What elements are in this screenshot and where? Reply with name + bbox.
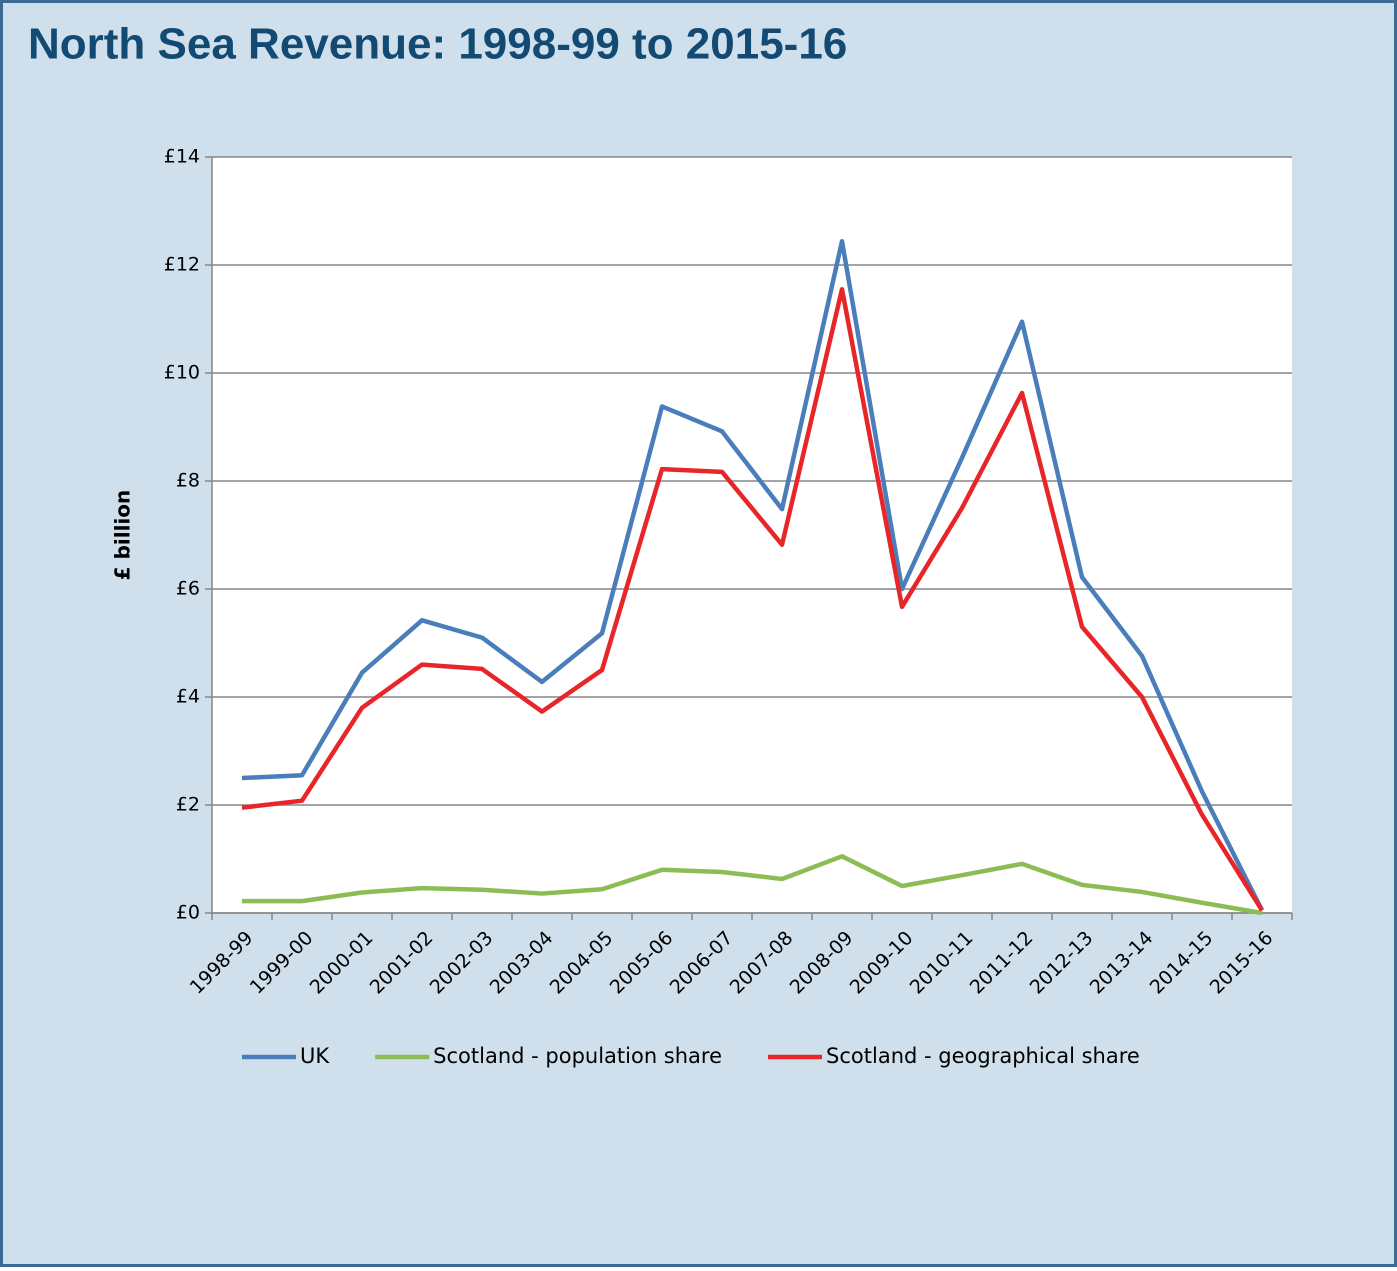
y-tick-label: £8: [176, 470, 200, 492]
y-tick-label: £2: [176, 794, 200, 816]
y-tick-label: £14: [164, 146, 200, 168]
y-axis-title: £ billion: [111, 490, 135, 581]
y-tick-label: £6: [176, 578, 200, 600]
legend-label: Scotland - geographical share: [826, 1044, 1140, 1068]
plot-area: [212, 157, 1292, 913]
series-line: [241, 287, 1264, 912]
legend-label: UK: [300, 1044, 330, 1068]
y-tick-label: £0: [176, 902, 200, 924]
series-line: [241, 238, 1265, 912]
chart-title: North Sea Revenue: 1998-99 to 2015-16: [28, 20, 847, 69]
y-tick-label: £4: [176, 686, 200, 708]
y-tick-label: £12: [164, 254, 200, 276]
legend-label: Scotland - population share: [433, 1044, 722, 1068]
y-tick-label: £10: [164, 362, 200, 384]
series-line: [242, 854, 1263, 916]
